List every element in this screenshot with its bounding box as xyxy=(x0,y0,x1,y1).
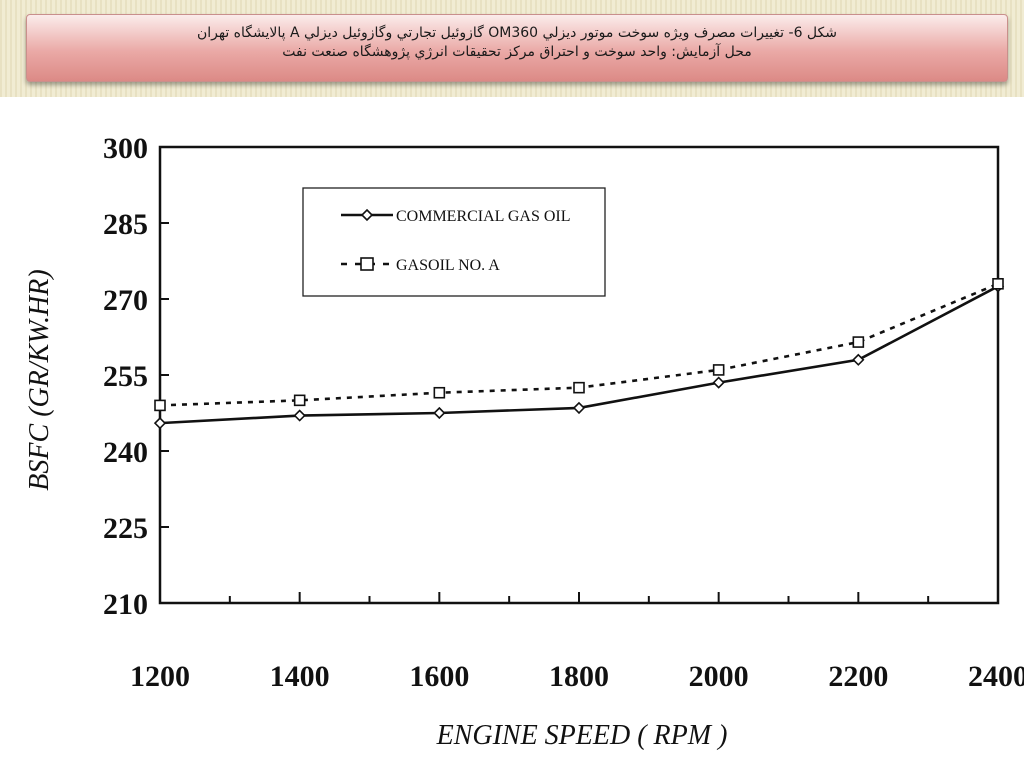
y-tick-label-240: 240 xyxy=(103,436,148,469)
y-axis-title: BSFC (GR/KW.HR) xyxy=(24,269,55,490)
series-2-point-1400 xyxy=(293,394,306,407)
legend-box xyxy=(302,187,606,297)
series-1-point-1200 xyxy=(153,417,167,430)
y-tick-label-285: 285 xyxy=(103,208,148,241)
legend-label-1: COMMERCIAL GAS OIL xyxy=(396,208,571,225)
x-tick-label-2000: 2000 xyxy=(689,660,749,693)
x-tick-label-1600: 1600 xyxy=(409,660,469,693)
series-2-point-1800 xyxy=(573,381,585,394)
x-tick-label-1400: 1400 xyxy=(270,660,330,693)
series-2-point-2000 xyxy=(712,364,725,376)
caption-line-2: محل آزمايش: واحد سوخت و احتراق مركز تحقي… xyxy=(282,44,752,60)
legend-marker-square xyxy=(360,257,374,271)
caption-line-1: شكل 6- تغييرات مصرف ويژه سوخت موتور ديزل… xyxy=(196,25,837,41)
y-tick-label-255: 255 xyxy=(103,360,148,393)
series-2-point-1600 xyxy=(433,386,446,399)
y-tick-label-300: 300 xyxy=(103,132,148,165)
series-1-point-2200 xyxy=(852,353,865,366)
x-axis-title: ENGINE SPEED ( RPM ) xyxy=(436,720,728,751)
series-1-point-1600 xyxy=(433,406,446,420)
series-1-point-1400 xyxy=(293,409,306,422)
x-tick-label-1200: 1200 xyxy=(130,660,190,693)
bsfc-line-chart: COMMERCIAL GAS OIL GASOIL NO. A 300 285 270… xyxy=(24,132,1024,751)
series-2-point-1200 xyxy=(154,399,166,412)
x-tick-label-2400: 2400 xyxy=(968,660,1024,693)
series-2-point-2400 xyxy=(992,277,1004,290)
y-tick-label-225: 225 xyxy=(103,512,148,545)
series-1-point-1800 xyxy=(572,401,586,415)
x-tick-label-2200: 2200 xyxy=(828,660,888,693)
legend-label-2: GASOIL NO. A xyxy=(396,257,500,274)
caption-banner: شكل 6- تغييرات مصرف ويژه سوخت موتور ديزل… xyxy=(26,14,1008,82)
series-2-point-2200 xyxy=(852,336,865,348)
series-1-point-2000 xyxy=(712,376,725,389)
y-tick-label-210: 210 xyxy=(103,588,148,621)
y-tick-label-270: 270 xyxy=(103,284,148,317)
legend-marker-diamond xyxy=(360,208,374,222)
x-tick-label-1800: 1800 xyxy=(549,660,609,693)
